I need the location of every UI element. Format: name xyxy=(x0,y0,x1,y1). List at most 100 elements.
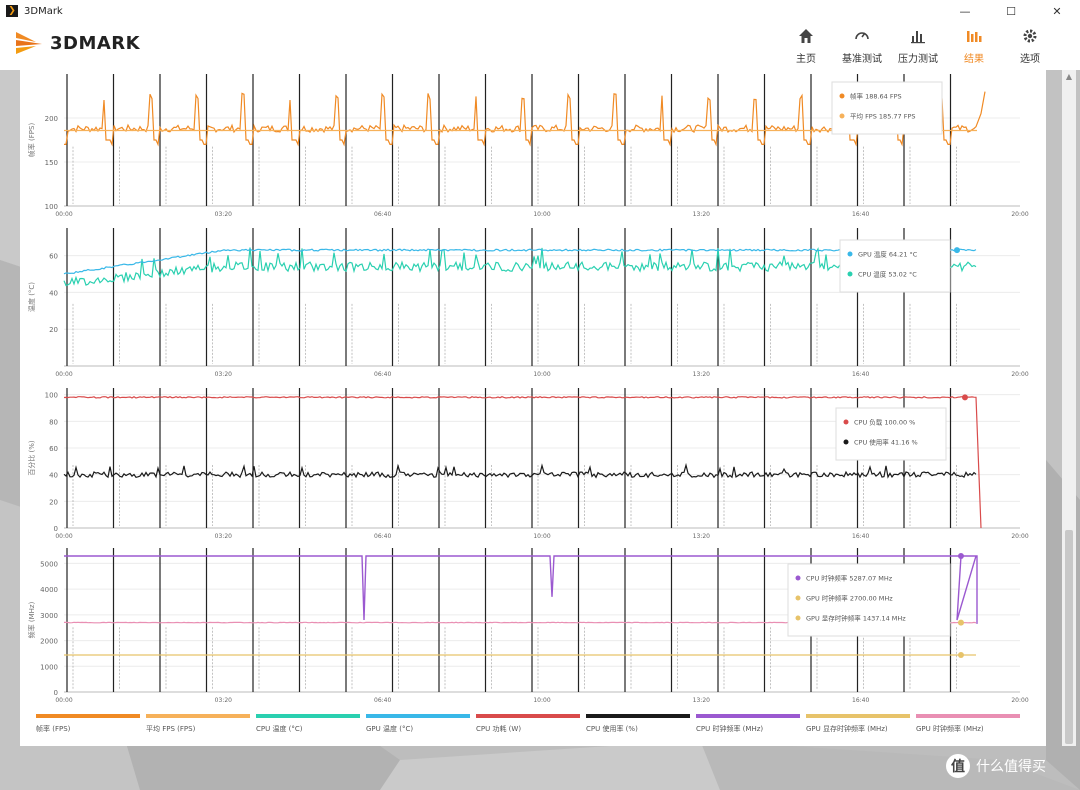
nav-stress-tests[interactable]: 压力测试 xyxy=(890,26,946,65)
nav-results[interactable]: 结果 xyxy=(946,26,1002,65)
y-tick-label: 3000 xyxy=(40,612,58,620)
legend-label: 帧率 (FPS) xyxy=(36,725,71,733)
nav-options-label: 选项 xyxy=(1020,54,1040,65)
readout-box xyxy=(787,563,951,637)
legend-swatch xyxy=(36,714,140,718)
x-tick-label: 10:00 xyxy=(533,697,550,704)
nav-home-label: 主页 xyxy=(796,54,816,65)
legend-label: CPU 使用率 (%) xyxy=(586,725,638,733)
x-tick-label: 16:40 xyxy=(852,533,869,540)
readout-text: 帧率 188.64 FPS xyxy=(850,92,902,101)
x-tick-label: 13:20 xyxy=(693,371,710,378)
readout-dot xyxy=(839,93,845,99)
readout-dot xyxy=(847,251,853,257)
logo-icon xyxy=(16,32,42,54)
cpu-clock-series xyxy=(64,555,978,624)
x-tick-label: 20:00 xyxy=(1011,371,1028,378)
x-tick-label: 13:20 xyxy=(693,211,710,218)
readout-text: GPU 时钟频率 2700.00 MHz xyxy=(806,594,893,603)
readout-dot xyxy=(847,271,853,277)
legend-label: 平均 FPS (FPS) xyxy=(146,725,196,733)
legend-swatch xyxy=(256,714,360,718)
chart-1: 100 150 200 帧率 (FPS) 00:00 03:20 06:40 10:00 13:… xyxy=(27,74,1029,218)
main-nav: 主页 基准测试 压力测试 结果 选项 xyxy=(778,26,1058,65)
readout-box xyxy=(831,81,943,135)
legend-item[interactable]: GPU 时钟频率 (MHz) xyxy=(916,712,1026,742)
legend-label: GPU 时钟频率 (MHz) xyxy=(916,725,984,733)
legend-item[interactable]: 帧率 (FPS) xyxy=(36,712,146,742)
scroll-up-icon[interactable]: ▲ xyxy=(1065,72,1073,81)
nav-home[interactable]: 主页 xyxy=(778,26,834,65)
stress-chart-icon xyxy=(910,26,926,46)
legend-item[interactable]: CPU 使用率 (%) xyxy=(586,712,696,742)
legend-item[interactable]: CPU 时钟频率 (MHz) xyxy=(696,712,806,742)
scrollbar-thumb[interactable] xyxy=(1065,530,1073,744)
y-tick-label: 60 xyxy=(49,445,58,453)
vertical-scrollbar[interactable]: ▲ xyxy=(1062,70,1076,746)
legend-item[interactable]: GPU 显存时钟频率 (MHz) xyxy=(806,712,916,742)
minimize-button[interactable]: — xyxy=(959,4,971,18)
x-tick-label: 10:00 xyxy=(533,371,550,378)
x-tick-label: 10:00 xyxy=(533,211,550,218)
x-tick-label: 20:00 xyxy=(1011,533,1028,540)
legend-label: CPU 功耗 (W) xyxy=(476,725,522,733)
readout-text: CPU 使用率 41.16 % xyxy=(854,438,918,447)
cpu-usage-series xyxy=(63,462,977,479)
x-tick-label: 13:20 xyxy=(693,533,710,540)
chart-4: 0 1000 2000 3000 4000 5000 频率 (MHz) 00:00 03:20 0… xyxy=(27,548,1029,704)
readout-dot xyxy=(843,419,849,425)
readout-text: GPU 显存时钟频率 1437.14 MHz xyxy=(806,614,906,623)
watermark-badge: 值 xyxy=(946,754,970,778)
cpu-clock-marker xyxy=(957,552,964,559)
3dmark-logo: 3DMARK xyxy=(14,30,140,56)
y-tick-label: 1000 xyxy=(40,663,58,671)
y-axis-label: 频率 (MHz) xyxy=(27,601,36,638)
readout-box xyxy=(835,407,947,461)
chart-legend: 帧率 (FPS) 平均 FPS (FPS) CPU 温度 (°C) GPU 温度 (°… xyxy=(36,712,1028,742)
x-tick-label: 16:40 xyxy=(852,371,869,378)
maximize-button[interactable]: ☐ xyxy=(1006,4,1016,18)
x-tick-label: 06:40 xyxy=(374,211,391,218)
y-tick-label: 100 xyxy=(45,203,58,211)
home-icon xyxy=(798,26,814,46)
gpu-temp-marker xyxy=(953,247,960,254)
x-tick-label: 06:40 xyxy=(374,371,391,378)
readout-dot xyxy=(795,615,801,621)
y-tick-label: 0 xyxy=(54,525,58,533)
legend-item[interactable]: GPU 温度 (°C) xyxy=(366,712,476,742)
x-tick-label: 03:20 xyxy=(215,533,232,540)
legend-item[interactable]: CPU 功耗 (W) xyxy=(476,712,586,742)
nav-benchmarks[interactable]: 基准测试 xyxy=(834,26,890,65)
readout-text: 平均 FPS 185.77 FPS xyxy=(850,112,916,121)
y-tick-label: 20 xyxy=(49,498,58,506)
gpu-clock-marker xyxy=(957,619,964,626)
x-tick-label: 03:20 xyxy=(215,211,232,218)
readout-dot xyxy=(795,575,801,581)
legend-item[interactable]: 平均 FPS (FPS) xyxy=(146,712,256,742)
x-tick-label: 10:00 xyxy=(533,533,550,540)
app-header: 3DMARK 主页 基准测试 压力测试 结果 xyxy=(0,22,1080,70)
legend-swatch xyxy=(366,714,470,718)
y-tick-label: 150 xyxy=(45,159,58,167)
nav-benchmarks-label: 基准测试 xyxy=(842,54,882,65)
legend-item[interactable]: CPU 温度 (°C) xyxy=(256,712,366,742)
close-button[interactable]: ✕ xyxy=(1052,4,1062,18)
cpu-temp-series xyxy=(63,247,977,287)
legend-swatch xyxy=(696,714,800,718)
y-axis-label: 百分比 (%) xyxy=(27,440,36,476)
x-tick-label: 06:40 xyxy=(374,697,391,704)
legend-swatch xyxy=(586,714,690,718)
bar-chart-icon xyxy=(966,26,982,46)
readout-dot xyxy=(795,595,801,601)
x-tick-label: 00:00 xyxy=(55,371,72,378)
chart-2: 20 40 60 温度 (°C) 00:00 03:20 06:40 10:00 13:20 16… xyxy=(27,228,1029,378)
legend-swatch xyxy=(146,714,250,718)
y-axis-label: 帧率 (FPS) xyxy=(27,123,36,158)
legend-swatch xyxy=(916,714,1020,718)
legend-label: CPU 温度 (°C) xyxy=(256,725,303,733)
gauge-icon xyxy=(854,26,870,46)
watermark: 值 什么值得买 xyxy=(946,754,1046,778)
nav-options[interactable]: 选项 xyxy=(1002,26,1058,65)
cpu-power-series xyxy=(63,395,982,529)
x-tick-label: 03:20 xyxy=(215,371,232,378)
